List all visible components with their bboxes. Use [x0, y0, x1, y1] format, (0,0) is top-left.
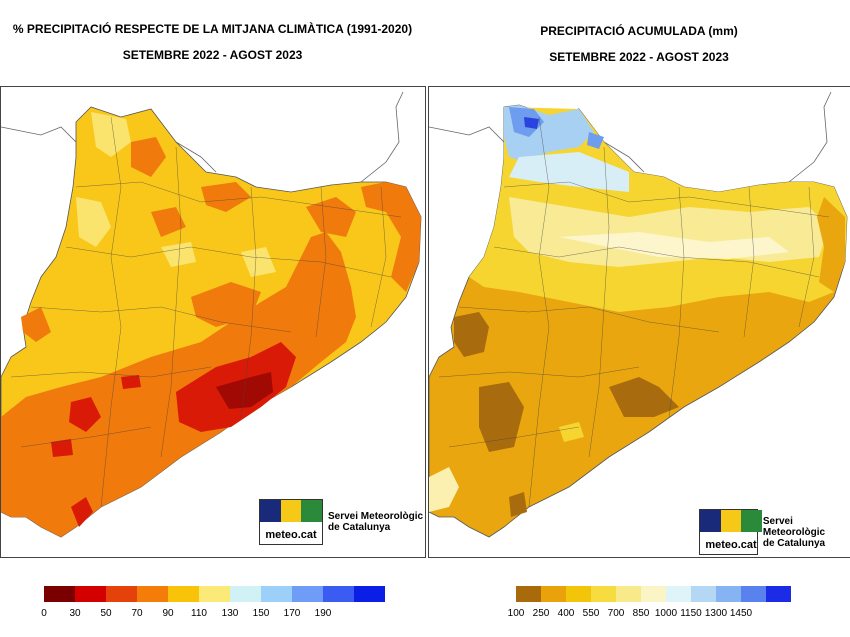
sun-icon — [280, 500, 302, 522]
legend-tick-label: 100 — [507, 608, 525, 619]
legend-swatch — [566, 586, 591, 602]
legend-tick-label: 1300 — [704, 608, 728, 619]
legend-tick-label: 130 — [221, 608, 239, 619]
logo-brand-text: meteo.cat — [705, 539, 757, 551]
legend-tick-label: 190 — [314, 608, 332, 619]
legend-swatch — [641, 586, 666, 602]
legend-tick-label: 150 — [252, 608, 270, 619]
legend-swatch — [616, 586, 641, 602]
legend-tick-label: 30 — [69, 608, 81, 619]
meteocat-logo: meteo.cat — [699, 509, 763, 555]
left-logo: meteo.cat Servei Meteorològic de Catalun… — [259, 499, 423, 545]
wind-icon — [700, 510, 721, 532]
legend-swatch — [199, 586, 230, 602]
legend-swatch — [75, 586, 106, 602]
legend-tick-label: 550 — [582, 608, 600, 619]
legend-swatch — [666, 586, 691, 602]
left-map-panel: meteo.cat Servei Meteorològic de Catalun… — [0, 86, 426, 558]
legend-swatch — [106, 586, 137, 602]
legend-swatch — [168, 586, 199, 602]
legend-tick-label: 50 — [100, 608, 112, 619]
legend-tick-label: 0 — [41, 608, 47, 619]
sun-icon — [720, 510, 742, 532]
agency-line1: Servei Meteorològic — [328, 511, 424, 522]
legend-swatch — [323, 586, 354, 602]
legend-tick-label: 1150 — [680, 608, 702, 619]
wind-icon — [260, 500, 281, 522]
right-logo: meteo.cat Servei Meteorològic de Catalun… — [699, 509, 850, 555]
legend-tick-label: 850 — [632, 608, 650, 619]
legend-tick-label: 70 — [131, 608, 143, 619]
agency-name: Servei Meteorològic de Catalunya — [328, 511, 423, 533]
legend-swatch — [691, 586, 716, 602]
left-map-canvas — [1, 91, 422, 538]
right-legend-bar — [516, 586, 791, 602]
legend-swatch — [261, 586, 292, 602]
logo-brand-text: meteo.cat — [265, 529, 317, 541]
legend-swatch — [44, 586, 75, 602]
legend-tick-label: 1000 — [654, 608, 678, 619]
agency-name: Servei Meteorològic de Catalunya — [763, 516, 850, 549]
legend-swatch — [541, 586, 566, 602]
legend-swatch — [354, 586, 385, 602]
legend-swatch — [292, 586, 323, 602]
meteocat-logo: meteo.cat — [259, 499, 323, 545]
right-map-panel: meteo.cat Servei Meteorològic de Catalun… — [428, 86, 850, 558]
left-legend-ticks: 0 30 50 70 90 110 130 150 170 190 — [41, 608, 384, 622]
legend-tick-label: 110 — [191, 608, 207, 619]
agency-line1: Servei Meteorològic — [762, 515, 826, 538]
right-map-canvas — [429, 91, 848, 538]
left-legend-bar — [44, 586, 385, 602]
legend-swatch — [516, 586, 541, 602]
cloud-icon — [301, 500, 323, 522]
legend-tick-label: 90 — [162, 608, 174, 619]
legend-swatch — [766, 586, 791, 602]
legend-tick-label: 170 — [283, 608, 301, 619]
cloud-icon — [741, 510, 763, 532]
legend-swatch — [230, 586, 261, 602]
left-map-title: % PRECIPITACIÓ RESPECTE DE LA MITJANA CL… — [12, 22, 413, 36]
right-legend-ticks: 100 250 400 550 700 850 1000 1150 1300 1450 — [508, 608, 794, 622]
legend-swatch — [591, 586, 616, 602]
legend-swatch — [137, 586, 168, 602]
legend-swatch — [716, 586, 741, 602]
left-map-subtitle: SETEMBRE 2022 - AGOST 2023 — [122, 48, 303, 62]
right-map-title: PRECIPITACIÓ ACUMULADA (mm) — [540, 24, 738, 38]
legend-tick-label: 700 — [607, 608, 625, 619]
legend-swatch — [741, 586, 766, 602]
agency-line2: de Catalunya — [762, 537, 826, 549]
right-map-subtitle: SETEMBRE 2022 - AGOST 2023 — [549, 50, 729, 64]
agency-line2: de Catalunya — [328, 522, 391, 533]
legend-tick-label: 1450 — [729, 608, 753, 619]
legend-tick-label: 400 — [557, 608, 575, 619]
legend-tick-label: 250 — [532, 608, 550, 619]
